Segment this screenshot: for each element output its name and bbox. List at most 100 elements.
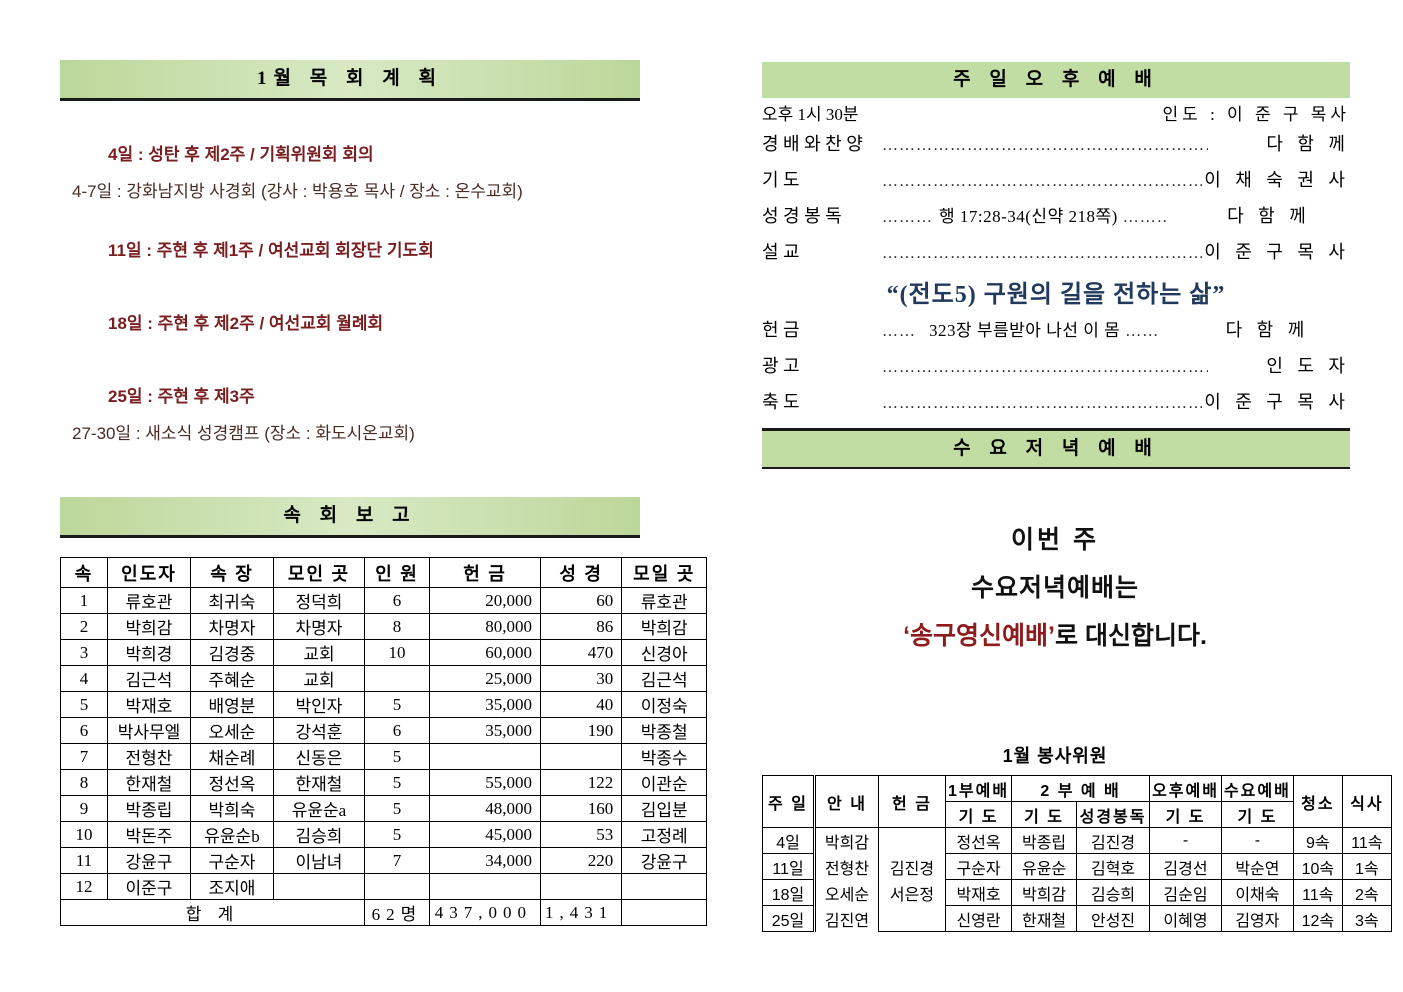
cell-afternoon: 김순임 <box>1149 879 1222 906</box>
col-wednesday: 수요예배 <box>1220 775 1294 802</box>
cell-6 <box>539 873 623 900</box>
order-item-person: 이 준 구 목 사 <box>1204 392 1350 412</box>
cell-0: 2 <box>60 613 108 640</box>
cell-0: 10 <box>60 821 108 848</box>
order-item-person: 다 함 께 <box>1266 134 1350 154</box>
cell-1: 이준구 <box>107 873 191 900</box>
spacer <box>60 407 640 419</box>
cell-5 <box>429 743 541 770</box>
notice-line-3-tail: 로 대신합니다. <box>1055 622 1207 650</box>
order-line-announcement: 광 고 …………………………………………………………… 인 도 자 <box>762 352 1350 388</box>
cell-svc2_scripture: 안성진 <box>1076 905 1151 932</box>
cell-svc1: 정선옥 <box>944 827 1013 854</box>
leader-dots: …………………………………………………………… <box>882 173 1202 190</box>
cell-5: 35,000 <box>429 717 541 744</box>
cell-3: 유윤순a <box>273 795 365 822</box>
order-line-benediction: 축 도 …………………………………………………………… 이 준 구 목 사 <box>762 388 1350 424</box>
notice-highlight: ‘송구영신예배’ <box>903 622 1055 650</box>
cell-2: 배영분 <box>190 691 274 718</box>
table-total-row: 합 계 62명 437,000 1,431 <box>60 899 708 926</box>
cell-wednesday: 이채숙 <box>1220 879 1294 906</box>
table-row: 3 박희경 김경중 교회 10 60,000 470 신경아 <box>60 639 708 666</box>
cell-4: 5 <box>364 769 430 796</box>
cell-2: 차명자 <box>190 613 274 640</box>
col-leader: 인도자 <box>107 557 191 588</box>
order-line-praise: 경 배 와 찬 양 …………………………………………………………… 다 함 께 <box>762 130 1350 166</box>
total-label: 합 계 <box>60 899 365 926</box>
cell-0: 1 <box>60 587 108 614</box>
cell-5: 55,000 <box>429 769 541 796</box>
col-head: 속 장 <box>190 557 274 588</box>
cell-guide: 오세순 <box>814 879 879 906</box>
cell-guide: 전형찬 <box>814 853 879 880</box>
cell-sunday: 4일 <box>762 827 816 854</box>
cell-svc1: 신영란 <box>944 905 1013 932</box>
cell-afternoon: - <box>1149 827 1222 854</box>
col-guide: 안 내 <box>814 775 879 828</box>
spacer <box>60 261 640 309</box>
leader-dots: …………………………………………………………… <box>882 359 1208 376</box>
cell-1: 한재철 <box>107 769 191 796</box>
leader-dots: ……… <box>882 209 933 226</box>
cell-0: 6 <box>60 717 108 744</box>
offering-hymn: 323장 부름받아 나선 이 몸 <box>929 321 1121 340</box>
cell-svc2_prayer: 한재철 <box>1011 905 1078 932</box>
cell-1: 박희경 <box>107 639 191 666</box>
cell-6: 30 <box>539 665 623 692</box>
cell-7: 김입분 <box>621 795 708 822</box>
cell-report-table: 속 인도자 속 장 모인 곳 인 원 헌 금 성 경 모일 곳 1 류호관 최귀숙 정… <box>60 557 708 926</box>
order-item-label: 경 배 와 찬 양 <box>762 134 863 154</box>
col-afternoon: 오후예배 <box>1149 775 1222 802</box>
cell-0: 11 <box>60 847 108 874</box>
cell-7: 이정숙 <box>621 691 708 718</box>
cell-3: 박인자 <box>273 691 365 718</box>
wednesday-notice: 이번 주 수요저녁예배는 ‘송구영신예배’로 대신합니다. <box>760 520 1350 652</box>
table-row: 11 강윤구 구순자 이남녀 7 34,000 220 강윤구 <box>60 847 708 874</box>
cell-3: 교회 <box>273 665 365 692</box>
cell-0: 5 <box>60 691 108 718</box>
cell-6: 122 <box>539 769 623 796</box>
cell-0: 12 <box>60 873 108 900</box>
cell-2: 주혜순 <box>190 665 274 692</box>
col-sok: 속 <box>60 557 108 588</box>
cell-6 <box>539 743 623 770</box>
col-service1-prayer: 기 도 <box>944 801 1013 828</box>
cell-6: 160 <box>539 795 623 822</box>
order-item-label: 설 교 <box>762 242 800 262</box>
spacer <box>60 202 640 236</box>
col-clean: 청소 <box>1292 775 1343 828</box>
cell-6: 60 <box>539 587 623 614</box>
pastoral-plan-panel: 1월 목 회 계 획 <box>60 60 640 101</box>
cell-1: 김근석 <box>107 665 191 692</box>
table-row: 11일 전형찬 김진경 구순자 유윤순 김혁호 김경선 박순연 10속 1속 <box>762 853 1392 880</box>
leader-dots: …………………………………………………………… <box>882 137 1208 154</box>
cell-5: 34,000 <box>429 847 541 874</box>
cell-4: 5 <box>364 743 430 770</box>
cell-3: 강석훈 <box>273 717 365 744</box>
order-line-offering: 헌 금 …… 323장 부름받아 나선 이 몸 …… 다 함 께 <box>762 316 1350 352</box>
leader-dots: ……… <box>1122 209 1169 226</box>
table-row: 7 전형찬 채순례 신동은 5 박종수 <box>60 743 708 770</box>
cell-6: 53 <box>539 821 623 848</box>
cell-svc2_scripture: 김승희 <box>1076 879 1151 906</box>
order-item-person: 이 준 구 목 사 <box>1204 242 1350 262</box>
cell-5: 80,000 <box>429 613 541 640</box>
table-row: 18일 오세순 서은정 박재호 박희감 김승희 김순임 이채숙 11속 2속 <box>762 879 1392 906</box>
cell-4: 5 <box>364 795 430 822</box>
cell-offering: 김진경 <box>878 853 946 880</box>
cell-meal: 3속 <box>1341 905 1392 932</box>
cell-0: 9 <box>60 795 108 822</box>
cell-svc2_prayer: 유윤순 <box>1011 853 1078 880</box>
notice-line-1: 이번 주 <box>1011 526 1099 554</box>
worship-time-row: 오후 1시 30분 인도 : 이 준 구 목사 <box>762 100 1350 130</box>
cell-afternoon: 김경선 <box>1149 853 1222 880</box>
cell-1: 전형찬 <box>107 743 191 770</box>
plan-item-4: 25일 : 주현 후 제3주 <box>108 387 255 406</box>
cell-2: 채순례 <box>190 743 274 770</box>
table-row: 5 박재호 배영분 박인자 5 35,000 40 이정숙 <box>60 691 708 718</box>
order-line-prayer: 기 도 …………………………………………………………… 이 채 숙 권 사 <box>762 166 1350 202</box>
order-line-scripture: 성 경 봉 독 ……… 행 17:28-34(신약 218쪽) ……… 다 함 … <box>762 202 1350 238</box>
table-header-row: 속 인도자 속 장 모인 곳 인 원 헌 금 성 경 모일 곳 <box>60 557 708 588</box>
cell-5 <box>429 873 541 900</box>
duty-header-row-1: 주 일 안 내 헌 금 1부예배 2 부 예 배 오후예배 수요예배 청소 식사 <box>762 775 1392 828</box>
